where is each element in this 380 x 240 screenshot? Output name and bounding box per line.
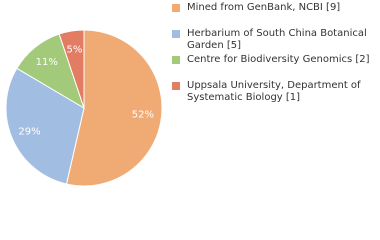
slice-label: 52% xyxy=(132,110,154,121)
slice-label: 29% xyxy=(18,126,40,137)
pie-slice xyxy=(5,67,85,185)
slice-label: 5% xyxy=(67,44,83,55)
legend-swatch xyxy=(172,56,180,64)
slice-label: 11% xyxy=(36,57,58,68)
legend-item: Herbarium of South China Botanical Garde… xyxy=(172,28,377,52)
legend-label: Centre for Biodiversity Genomics [2] xyxy=(187,54,370,65)
legend-label: Uppsala University, Department of System… xyxy=(187,80,361,103)
legend-item: Centre for Biodiversity Genomics [2] xyxy=(172,54,377,78)
pie-slice xyxy=(58,29,85,109)
legend-swatch xyxy=(172,82,180,90)
legend-swatch xyxy=(172,30,180,38)
legend: Mined from GenBank, NCBI [9] Herbarium of… xyxy=(172,2,377,106)
legend-label: Herbarium of South China Botanical Garde… xyxy=(187,28,367,51)
chart: 52% 29% 11% 5% xyxy=(5,29,163,187)
legend-item: Uppsala University, Department of System… xyxy=(172,80,377,104)
legend-swatch xyxy=(172,4,180,12)
pie-slice xyxy=(65,29,163,187)
legend-label: Mined from GenBank, NCBI [9] xyxy=(187,2,341,13)
legend-item: Mined from GenBank, NCBI [9] xyxy=(172,2,377,26)
